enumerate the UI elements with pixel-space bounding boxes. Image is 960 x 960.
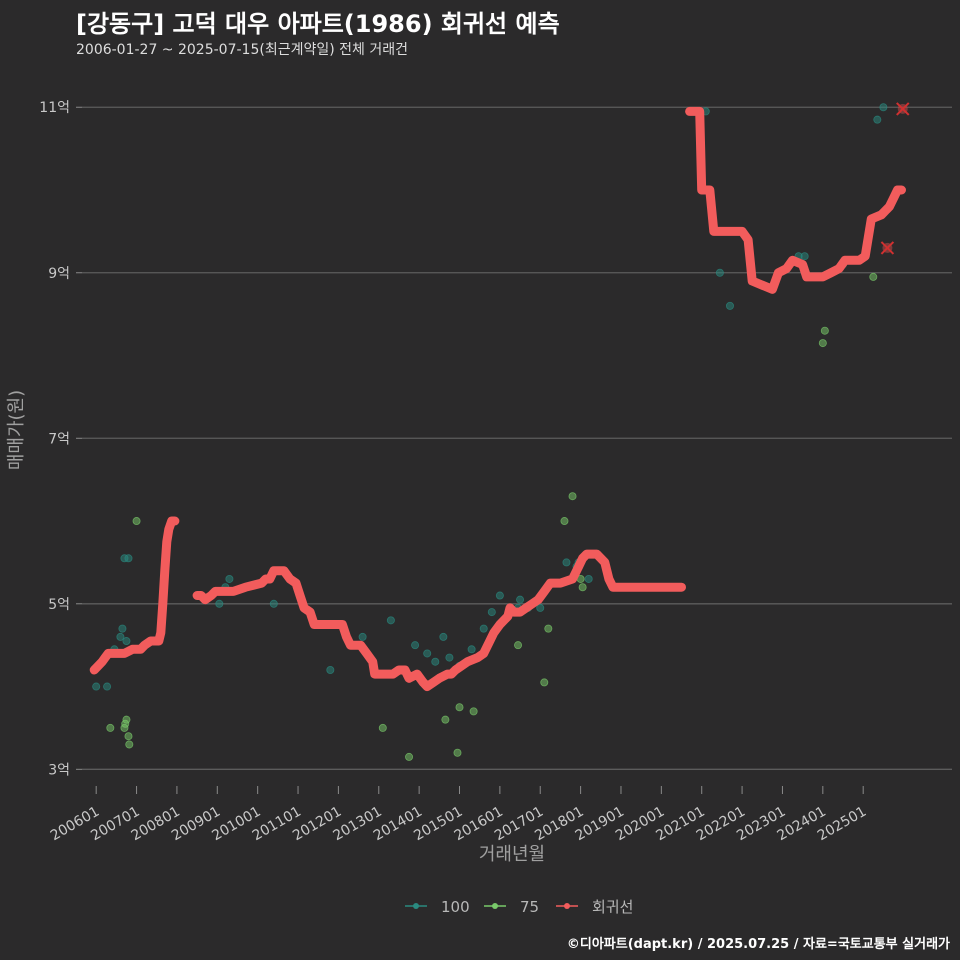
data-point-100 — [92, 682, 101, 691]
data-point-100 — [215, 599, 224, 608]
legend-label: 75 — [520, 898, 539, 916]
data-point-100 — [800, 252, 809, 261]
data-point-75 — [578, 583, 587, 592]
data-point-100 — [116, 632, 125, 641]
data-point-100 — [386, 616, 395, 625]
data-point-100 — [118, 624, 127, 633]
data-point-75 — [453, 748, 462, 757]
predicted-marker-cross — [880, 241, 895, 255]
legend: 100 75 회귀선 — [405, 898, 633, 916]
data-point-75 — [132, 517, 141, 526]
data-point-100 — [103, 682, 112, 691]
data-point-100 — [225, 574, 234, 583]
data-point-75 — [106, 723, 115, 732]
data-point-75 — [818, 339, 827, 348]
data-point-100 — [431, 657, 440, 666]
y-tick-label: 11억 — [39, 100, 70, 116]
data-point-75 — [820, 326, 829, 335]
regression-layer — [89, 106, 906, 692]
chart-subtitle: 2006-01-27 ~ 2025-07-15(최근계약일) 전체 거래건 — [76, 42, 408, 58]
y-tick-label: 7억 — [48, 431, 70, 447]
legend-item: 100 — [405, 898, 470, 916]
data-point-100 — [467, 645, 476, 654]
data-point-75 — [544, 624, 553, 633]
legend-dot — [564, 903, 570, 909]
predicted-marker-cross — [896, 102, 910, 116]
data-point-75 — [122, 715, 131, 724]
data-point-75 — [441, 715, 450, 724]
legend-label: 회귀선 — [592, 898, 633, 916]
axis-layer: 3억5억7억9억11억20060120070120080120090120100… — [39, 100, 869, 844]
data-point-100 — [873, 115, 882, 124]
y-tick-label: 5억 — [48, 597, 70, 613]
data-point-100 — [411, 641, 420, 650]
regression-line — [192, 549, 686, 692]
data-point-100 — [445, 653, 454, 662]
data-point-75 — [568, 492, 577, 501]
data-point-100 — [479, 624, 488, 633]
legend-dot — [413, 903, 419, 909]
data-point-75 — [455, 703, 464, 712]
y-tick-label: 3억 — [48, 762, 70, 778]
data-point-75 — [378, 723, 387, 732]
x-axis-label: 거래년월 — [479, 844, 545, 865]
data-point-100 — [495, 591, 504, 600]
data-point-100 — [439, 632, 448, 641]
y-axis-label: 매매가(원) — [6, 390, 27, 470]
data-point-100 — [725, 301, 734, 310]
data-point-75 — [869, 272, 878, 281]
chart-title: [강동구] 고덕 대우 아파트(1986) 회귀선 예측 — [76, 10, 560, 38]
data-point-75 — [514, 641, 523, 650]
legend-label: 100 — [441, 898, 470, 916]
data-point-100 — [423, 649, 432, 658]
data-point-100 — [879, 103, 888, 112]
data-point-75 — [469, 707, 478, 716]
data-point-100 — [536, 603, 545, 612]
regression-line — [685, 106, 906, 294]
data-point-100 — [584, 574, 593, 583]
data-point-100 — [715, 268, 724, 277]
data-point-75 — [560, 517, 569, 526]
legend-item: 75 — [484, 898, 539, 916]
legend-item: 회귀선 — [556, 898, 633, 916]
chart-source: ©디아파트(dapt.kr) / 2025.07.25 / 자료=국토교통부 실… — [566, 937, 950, 952]
data-point-100 — [487, 608, 496, 617]
data-point-100 — [269, 599, 278, 608]
marker-layer — [880, 102, 910, 255]
data-point-75 — [125, 740, 134, 749]
data-point-100 — [358, 632, 367, 641]
data-point-100 — [122, 637, 131, 646]
data-point-75 — [405, 752, 414, 761]
y-tick-label: 9억 — [48, 266, 70, 282]
regression-line — [89, 516, 180, 675]
points-layer — [92, 103, 888, 761]
data-point-75 — [124, 732, 133, 741]
predicted-marker — [880, 241, 895, 255]
data-point-100 — [516, 595, 525, 604]
legend-dot — [492, 903, 498, 909]
data-point-100 — [124, 554, 133, 563]
data-point-100 — [326, 666, 335, 675]
predicted-marker — [896, 102, 910, 116]
data-point-100 — [562, 558, 571, 567]
data-point-75 — [540, 678, 549, 687]
grid-layer — [82, 106, 952, 770]
